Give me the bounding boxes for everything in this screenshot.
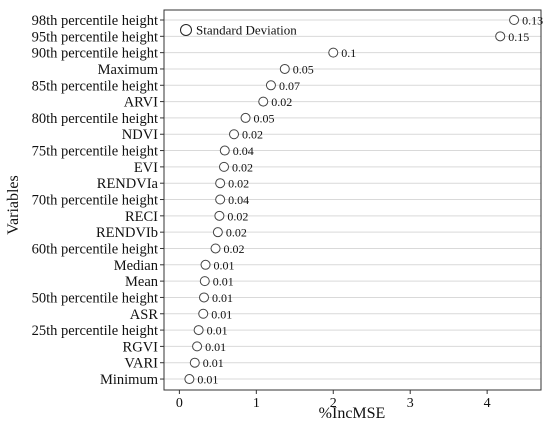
sd-label: 0.02 [226,226,247,240]
sd-label: 0.02 [232,160,253,174]
y-tick-label: 50th percentile height [32,290,158,306]
data-point [219,145,230,156]
data-point [198,308,209,319]
sd-label: 0.15 [508,30,529,44]
data-point [200,259,211,270]
data-point [215,178,226,189]
y-tick-label: 60th percentile height [32,241,158,257]
data-point [199,292,210,303]
x-tick-label: 2 [330,396,337,411]
data-point [328,47,339,58]
data-point [229,129,240,140]
sd-label: 0.02 [224,242,245,256]
data-point [265,80,276,91]
sd-label: 0.01 [205,340,226,354]
sd-label: 0.01 [207,324,228,338]
sd-label: 0.01 [197,373,218,387]
legend-marker [180,24,192,36]
y-tick-label: RENDVIa [97,176,159,192]
data-point [212,227,223,238]
x-axis: 0 1 2 3 4 [160,19,491,411]
y-tick-label: ARVI [124,95,158,111]
sd-label: 0.01 [213,275,234,289]
x-tick-label: 1 [253,396,260,411]
y-tick-label: 75th percentile height [32,144,158,160]
y-tick-label: ASR [130,307,159,323]
x-tick-label: 0 [176,396,183,411]
y-tick-label: Maximum [98,62,159,78]
sd-label: 0.04 [233,144,254,158]
data-point [214,210,225,221]
sd-label: 0.07 [279,79,300,93]
sd-label: 0.01 [212,291,233,305]
y-tick-label: VARI [124,356,158,372]
legend: Standard Deviation [180,23,297,38]
sd-label: 0.05 [254,111,275,125]
sd-label: 0.01 [214,258,235,272]
y-tick-label: 80th percentile height [32,111,158,127]
y-tick-label: 85th percentile height [32,78,158,94]
data-point [199,276,210,287]
sd-label: 0.02 [242,128,263,142]
y-tick-label: 98th percentile height [32,13,158,29]
sd-label: 0.01 [203,356,224,370]
data-point [509,15,520,25]
sd-label: 0.04 [228,193,249,207]
x-tick-label: 4 [484,396,491,411]
y-tick-label: 95th percentile height [32,29,158,45]
data-point [184,374,195,385]
data-point [193,325,204,336]
y-tick-label: Mean [125,274,159,290]
data-point [192,341,203,352]
y-tick-label: Median [114,258,159,274]
sd-label: 0.13 [522,14,543,28]
y-tick-label: RENDVIb [96,225,158,241]
data-point [210,243,221,254]
marks-layer [184,15,520,385]
grid-layer [164,19,541,380]
y-tick-label: EVI [134,160,158,176]
y-axis-title: Variables [5,175,22,235]
y-tick-label: RGVI [123,339,159,355]
sd-label: 0.01 [211,307,232,321]
y-tick-label: NDVI [122,127,158,143]
sd-label: 0.05 [293,62,314,76]
data-point [495,31,506,42]
y-tick-label: 25th percentile height [32,323,158,339]
legend-label: Standard Deviation [196,23,297,38]
y-tick-label: 70th percentile height [32,193,158,209]
y-tick-label: Minimum [100,372,159,388]
sd-label: 0.02 [228,177,249,191]
sd-label: 0.02 [271,95,292,109]
data-point [189,357,200,368]
data-point [219,161,230,172]
y-tick-label: 90th percentile height [32,46,158,62]
data-point [258,96,269,107]
sd-label: 0.02 [227,209,248,223]
y-tick-label: RECI [125,209,158,225]
data-point [279,63,290,74]
x-tick-label: 3 [407,396,414,411]
x-axis-title: %IncMSE [319,405,386,422]
data-point [215,194,226,205]
sd-label: 0.1 [341,46,356,60]
data-point [240,112,251,123]
labels-layer: 98th percentile height 0.13 95th percentil… [32,13,544,388]
